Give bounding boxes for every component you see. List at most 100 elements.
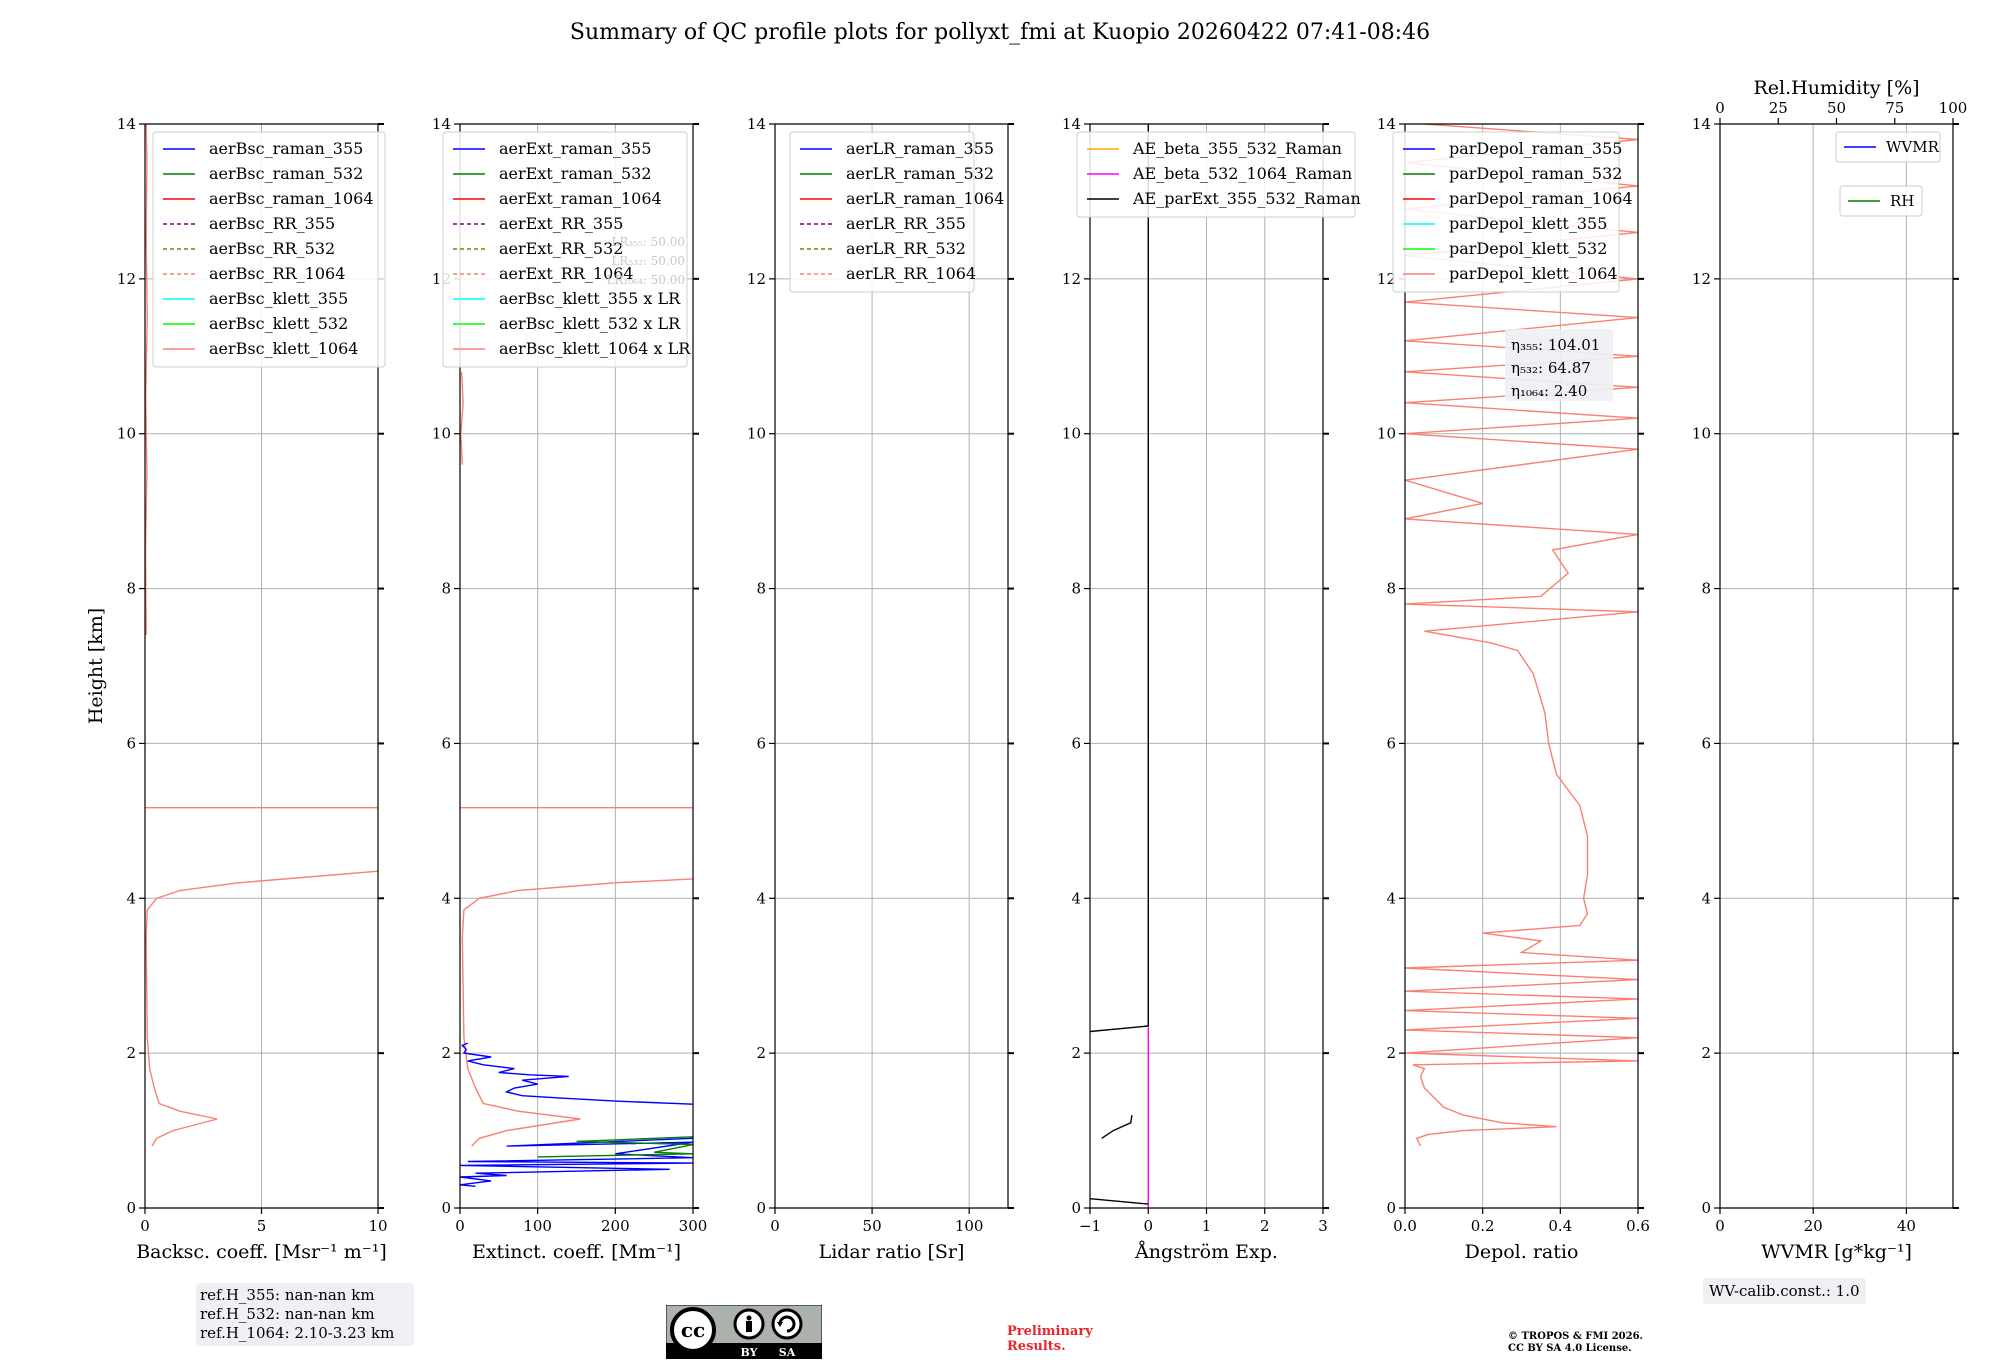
legend-label: aerExt_raman_355 bbox=[499, 139, 652, 158]
x-tick-label: 2 bbox=[1260, 1217, 1270, 1235]
legend-label: aerBsc_raman_1064 bbox=[209, 189, 374, 208]
y-tick-label: 2 bbox=[441, 1044, 451, 1062]
legend-frame bbox=[1076, 131, 1356, 218]
y-tick-label: 12 bbox=[1377, 270, 1396, 288]
legend-label: parDepol_klett_355 bbox=[1449, 214, 1607, 233]
x-tick-label: 1 bbox=[1202, 1217, 1212, 1235]
legend-label: RH bbox=[1890, 192, 1914, 210]
y-tick-label: 10 bbox=[1062, 425, 1081, 443]
x-tick-label: 0 bbox=[770, 1217, 780, 1235]
legend-label: aerBsc_RR_532 bbox=[209, 239, 335, 258]
x-axis-label: Lidar ratio [Sr] bbox=[819, 1241, 965, 1263]
legend-label: AE_parExt_355_532_Raman bbox=[1132, 189, 1361, 208]
lidar-ratio-annotation: LR₁₀₆₄: 50.00 bbox=[607, 273, 685, 287]
legend-ext: aerExt_raman_355 aerExt_raman_532 aerExt_r… bbox=[442, 131, 691, 368]
legend-label: parDepol_raman_532 bbox=[1449, 164, 1622, 183]
x-tick-label: 20 bbox=[1804, 1217, 1823, 1235]
series-line-aerext-raman-355-low bbox=[460, 1137, 693, 1187]
y-axis-label: Height [km] bbox=[85, 608, 107, 724]
copyright-line-2: CC BY SA 4.0 License. bbox=[1508, 1343, 1632, 1354]
series-group bbox=[460, 371, 693, 1187]
top-x-tick-label: 75 bbox=[1885, 99, 1904, 117]
series-group bbox=[1405, 124, 1638, 1147]
lidar-ratio-annotation: LR₃₅₅: 50.00 bbox=[611, 235, 685, 249]
y-tick-label: 14 bbox=[1692, 115, 1711, 133]
legend-label: aerLR_raman_355 bbox=[846, 139, 994, 158]
legend-label: aerBsc_klett_532 x LR bbox=[499, 314, 681, 333]
x-tick-label: 0 bbox=[455, 1217, 465, 1235]
y-tick-label: 4 bbox=[1071, 889, 1081, 907]
cc-text: cc bbox=[681, 1318, 705, 1342]
legend-label: aerExt_RR_355 bbox=[499, 214, 623, 233]
x-tick-label: 300 bbox=[679, 1217, 708, 1235]
y-tick-label: 6 bbox=[1386, 734, 1396, 752]
legend-label: parDepol_klett_532 bbox=[1449, 239, 1607, 258]
y-tick-label: 4 bbox=[441, 889, 451, 907]
x-tick-label: 10 bbox=[368, 1217, 387, 1235]
legend-frame bbox=[442, 131, 688, 368]
copyright-line-1: © TROPOS & FMI 2026. bbox=[1508, 1331, 1644, 1342]
y-tick-label: 6 bbox=[756, 734, 766, 752]
wv-calibration-box: WV-calib.const.: 1.0 bbox=[1703, 1278, 1866, 1304]
series-line-aerext-raman-532 bbox=[537, 1136, 693, 1158]
y-tick-label: 2 bbox=[1386, 1044, 1396, 1062]
y-tick-label: 10 bbox=[1377, 425, 1396, 443]
x-tick-label: 40 bbox=[1897, 1217, 1916, 1235]
legend-frame bbox=[1392, 131, 1620, 293]
y-tick-label: 4 bbox=[1701, 889, 1711, 907]
x-tick-label: 0.2 bbox=[1471, 1217, 1495, 1235]
preliminary-note: Preliminary Results. bbox=[1007, 1324, 1093, 1354]
x-axis-label: Backsc. coeff. [Msr⁻¹ m⁻¹] bbox=[136, 1241, 387, 1263]
copyright-note: © TROPOS & FMI 2026. CC BY SA 4.0 Licens… bbox=[1508, 1331, 1643, 1355]
y-tick-label: 2 bbox=[1071, 1044, 1081, 1062]
x-tick-label: 100 bbox=[955, 1217, 984, 1235]
y-tick-label: 10 bbox=[117, 425, 136, 443]
legend-frame bbox=[152, 131, 386, 368]
legend-rh: RH bbox=[1839, 185, 1923, 217]
legend-label: aerLR_RR_355 bbox=[846, 214, 966, 233]
x-tick-label: 0 bbox=[1715, 1217, 1725, 1235]
x-tick-label: 5 bbox=[257, 1217, 267, 1235]
legend-label: aerBsc_klett_1064 x LR bbox=[499, 339, 691, 358]
cc-logo-icon bbox=[670, 1307, 716, 1353]
x-axis-label: Depol. ratio bbox=[1465, 1241, 1579, 1263]
x-tick-label: 100 bbox=[523, 1217, 552, 1235]
figure-title: Summary of QC profile plots for pollyxt_… bbox=[569, 20, 1431, 45]
legend-label: WVMR bbox=[1886, 138, 1940, 156]
legend-ae: AE_beta_355_532_Raman AE_beta_532_1064_Ra… bbox=[1076, 131, 1361, 218]
y-tick-label: 4 bbox=[756, 889, 766, 907]
legend-label: aerBsc_klett_355 bbox=[209, 289, 348, 308]
series-line-aerext-raman-355 bbox=[461, 1042, 693, 1105]
x-tick-label: 3 bbox=[1318, 1217, 1328, 1235]
y-tick-label: 6 bbox=[126, 734, 136, 752]
y-tick-label: 8 bbox=[1386, 580, 1396, 598]
eta-annotation: η₃₅₅: 104.01 bbox=[1511, 336, 1600, 354]
series-line-aerbsc-klett-1064 bbox=[145, 870, 378, 1147]
legend-label: aerLR_raman_532 bbox=[846, 164, 994, 183]
legend-label: aerExt_RR_1064 bbox=[499, 264, 634, 283]
top-x-axis-label: Rel.Humidity [%] bbox=[1753, 77, 1919, 99]
y-tick-label: 8 bbox=[441, 580, 451, 598]
x-axis-label: WVMR [g*kg⁻¹] bbox=[1761, 1241, 1912, 1263]
share-alike-icon bbox=[771, 1308, 803, 1340]
y-tick-label: 2 bbox=[756, 1044, 766, 1062]
legend-label: AE_beta_355_532_Raman bbox=[1132, 139, 1342, 158]
ref-height-1064: ref.H_1064: 2.10-3.23 km bbox=[200, 1324, 395, 1342]
y-tick-label: 12 bbox=[117, 270, 136, 288]
panel-bsc: 0 2 4 6 8 10 12 14 0 5 10 Backsc. coeff. [Msr⁻¹ m⁻¹… bbox=[85, 115, 388, 1263]
legend-label: aerLR_RR_1064 bbox=[846, 264, 976, 283]
x-tick-label: 0.6 bbox=[1626, 1217, 1650, 1235]
series-line-aerbsc-klett-1064-x-lr-upper bbox=[460, 371, 464, 465]
x-axis-label: Extinct. coeff. [Mm⁻¹] bbox=[472, 1241, 681, 1263]
top-x-tick-label: 100 bbox=[1939, 99, 1968, 117]
y-tick-label: 4 bbox=[126, 889, 136, 907]
legend-label: aerLR_raman_1064 bbox=[846, 189, 1004, 208]
by-text: BY bbox=[741, 1346, 758, 1359]
y-tick-label: 8 bbox=[1701, 580, 1711, 598]
y-tick-label: 8 bbox=[126, 580, 136, 598]
legend-label: aerLR_RR_532 bbox=[846, 239, 966, 258]
y-tick-label: 14 bbox=[1377, 115, 1396, 133]
